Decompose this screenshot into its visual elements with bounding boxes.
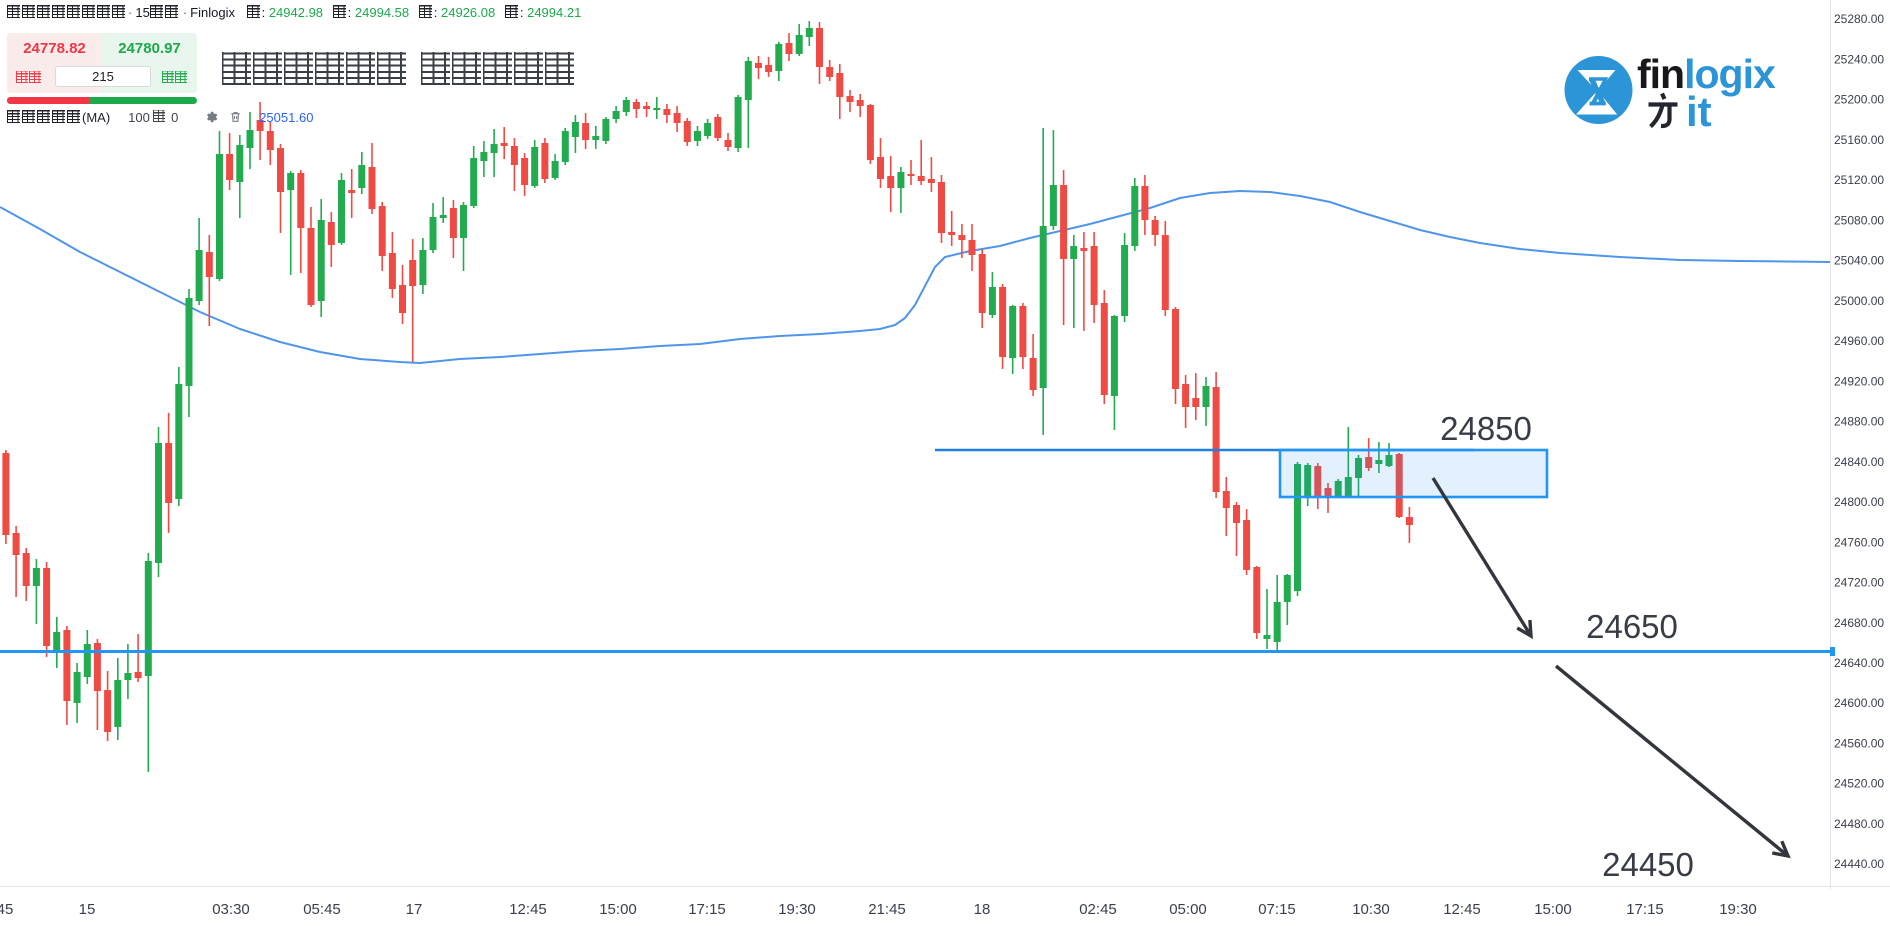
svg-text:18: 18 bbox=[974, 901, 991, 918]
svg-text:15:00: 15:00 bbox=[599, 901, 637, 918]
svg-text:25280.00: 25280.00 bbox=[1834, 12, 1884, 26]
svg-text:24450: 24450 bbox=[1602, 846, 1694, 883]
svg-text:19:30: 19:30 bbox=[1719, 901, 1757, 918]
svg-text:21:45: 21:45 bbox=[868, 901, 906, 918]
svg-text:24880.00: 24880.00 bbox=[1834, 415, 1884, 429]
svg-text:05:45: 05:45 bbox=[303, 901, 341, 918]
svg-text:10:30: 10:30 bbox=[1352, 901, 1390, 918]
svg-text:17: 17 bbox=[406, 901, 423, 918]
svg-text:24560.00: 24560.00 bbox=[1834, 737, 1884, 751]
svg-text:15: 15 bbox=[79, 901, 96, 918]
svg-text:24800.00: 24800.00 bbox=[1834, 495, 1884, 509]
svg-text:25040.00: 25040.00 bbox=[1834, 254, 1884, 268]
svg-text:24720.00: 24720.00 bbox=[1834, 576, 1884, 590]
svg-text:17:15: 17:15 bbox=[688, 901, 726, 918]
svg-text:19:30: 19:30 bbox=[778, 901, 816, 918]
svg-text:24840.00: 24840.00 bbox=[1834, 455, 1884, 469]
svg-text:25000.00: 25000.00 bbox=[1834, 294, 1884, 308]
svg-text:15:00: 15:00 bbox=[1534, 901, 1572, 918]
svg-text:24480.00: 24480.00 bbox=[1834, 817, 1884, 831]
svg-text:24650: 24650 bbox=[1586, 608, 1678, 645]
svg-text:03:30: 03:30 bbox=[212, 901, 250, 918]
svg-text:17:15: 17:15 bbox=[1626, 901, 1664, 918]
svg-text:24520.00: 24520.00 bbox=[1834, 777, 1884, 791]
svg-text:24640.00: 24640.00 bbox=[1834, 656, 1884, 670]
svg-text:24850: 24850 bbox=[1440, 410, 1532, 447]
svg-text:25120.00: 25120.00 bbox=[1834, 173, 1884, 187]
svg-text:12:45: 12:45 bbox=[1443, 901, 1481, 918]
svg-text:25160.00: 25160.00 bbox=[1834, 133, 1884, 147]
svg-text:05:00: 05:00 bbox=[1169, 901, 1207, 918]
svg-text:12:45: 12:45 bbox=[509, 901, 547, 918]
svg-text:24920.00: 24920.00 bbox=[1834, 374, 1884, 388]
svg-text:24600.00: 24600.00 bbox=[1834, 696, 1884, 710]
svg-text:45: 45 bbox=[0, 901, 13, 918]
svg-text:24440.00: 24440.00 bbox=[1834, 857, 1884, 871]
svg-text:24760.00: 24760.00 bbox=[1834, 535, 1884, 549]
svg-text:25200.00: 25200.00 bbox=[1834, 93, 1884, 107]
svg-text:finlogix: finlogix bbox=[1637, 51, 1776, 97]
svg-text:25240.00: 25240.00 bbox=[1834, 52, 1884, 66]
svg-text:25080.00: 25080.00 bbox=[1834, 213, 1884, 227]
svg-text:02:45: 02:45 bbox=[1079, 901, 1117, 918]
svg-text:24960.00: 24960.00 bbox=[1834, 334, 1884, 348]
svg-text:it: it bbox=[1686, 88, 1712, 135]
svg-text:24680.00: 24680.00 bbox=[1834, 616, 1884, 630]
svg-text:07:15: 07:15 bbox=[1258, 901, 1296, 918]
